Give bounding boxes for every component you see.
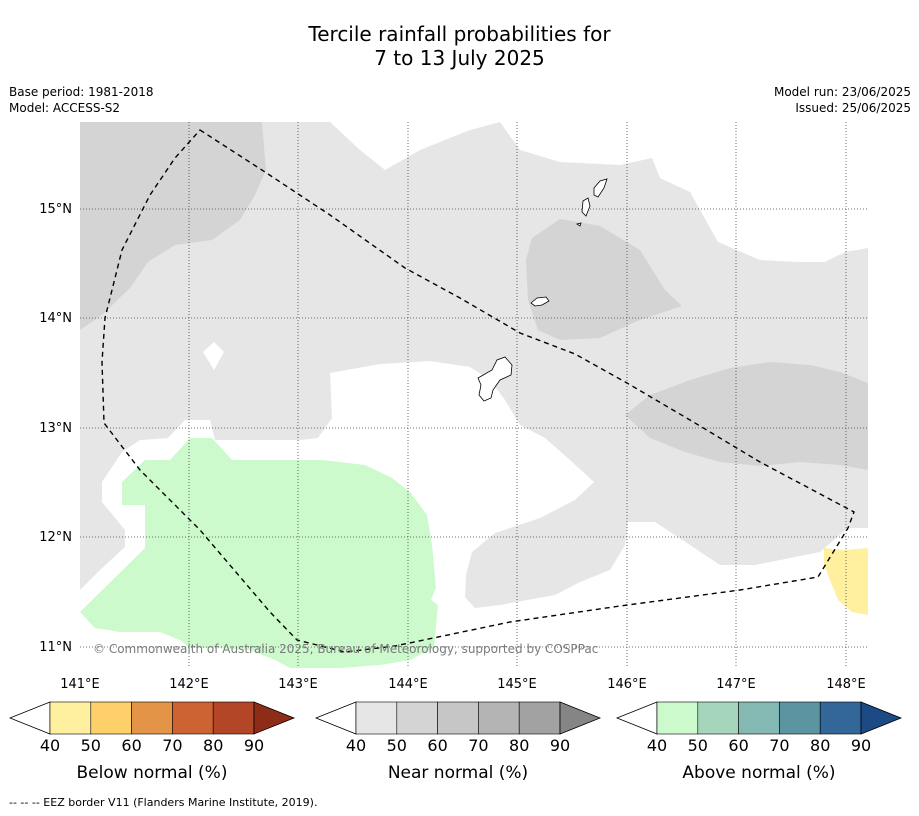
legend-color-box [819, 701, 862, 735]
legend-tick-label: 60 [728, 736, 748, 755]
legend-min-arrow [615, 701, 658, 735]
legend-color-box [90, 701, 132, 735]
legend-max-arrow [253, 701, 296, 735]
axis-labels: 141°E 142°E 143°E 144°E 145°E 146°E 147°… [39, 202, 866, 692]
legend-tick-label: 40 [346, 736, 366, 755]
legend-title: Below normal (%) [77, 763, 228, 783]
legend-color-box [396, 701, 438, 735]
saipan-island [593, 178, 608, 198]
legend-tick-label: 90 [550, 736, 570, 755]
legend-color-box [131, 701, 173, 735]
above-normal-40-region [80, 438, 438, 668]
legend-tick-label: 80 [810, 736, 830, 755]
island-outlines [477, 178, 608, 402]
legend-tick-label: 80 [203, 736, 223, 755]
legend-tick-label: 40 [647, 736, 667, 755]
lon-label: 145°E [497, 677, 537, 692]
issued-date: Issued: 25/06/2025 [795, 101, 911, 115]
legend-color-box [738, 701, 780, 735]
legend-tick-label: 80 [509, 736, 529, 755]
legend-color-box [212, 701, 255, 735]
base-period: Base period: 1981-2018 [9, 85, 154, 99]
lon-label: 148°E [826, 677, 866, 692]
legend-color-box [172, 701, 214, 735]
lat-label: 13°N [39, 421, 72, 436]
near-normal-40-region [80, 122, 868, 608]
legend-tick-label: 50 [81, 736, 101, 755]
legend-tick-label: 60 [121, 736, 141, 755]
legend-tick-label: 90 [851, 736, 871, 755]
legend-colorbar: 40 50 60 70 80 90 Below normal (%) [8, 701, 296, 783]
legend-max-arrow [559, 701, 602, 735]
meta-left: Base period: 1981-2018 Model: ACCESS-S2 [9, 84, 154, 116]
eez-border [101, 129, 855, 653]
legend-tick-label: 90 [244, 736, 264, 755]
legend-color-box [656, 701, 699, 735]
legend-tick-label: 70 [769, 736, 789, 755]
legend-min-arrow [8, 701, 51, 735]
lon-label: 144°E [388, 677, 428, 692]
legend-colorbar: 40 50 60 70 80 90 Near normal (%) [314, 701, 602, 783]
legend-title: Near normal (%) [388, 763, 528, 783]
lon-label: 146°E [607, 677, 647, 692]
legend-tick-label: 60 [427, 736, 447, 755]
legend-tick-label: 50 [688, 736, 708, 755]
legend-color-box [697, 701, 739, 735]
meta-right: Model run: 23/06/2025 Issued: 25/06/2025 [774, 84, 911, 116]
graticule [80, 122, 868, 668]
map-title: Tercile rainfall probabilities for 7 to … [0, 22, 919, 70]
lon-label: 141°E [60, 677, 100, 692]
lat-label: 11°N [39, 640, 72, 655]
legend-tick-label: 40 [40, 736, 60, 755]
legend-color-box [779, 701, 821, 735]
legend-color-box [518, 701, 561, 735]
lat-label: 14°N [39, 311, 72, 326]
legend-tick-label: 50 [387, 736, 407, 755]
title-line-2: 7 to 13 July 2025 [374, 46, 545, 70]
model-run: Model run: 23/06/2025 [773, 85, 911, 99]
tinian-island [581, 197, 591, 217]
legend-min-arrow [314, 701, 357, 735]
lon-label: 143°E [278, 677, 318, 692]
legend-colorbar: 40 50 60 70 80 90 Above normal (%) [615, 701, 903, 783]
eez-footnote: -- -- -- EEZ border V11 (Flanders Marine… [9, 796, 318, 809]
rota-island [530, 296, 550, 307]
guam-island [477, 356, 513, 402]
legend-title: Above normal (%) [682, 763, 835, 783]
near-normal-50-region-north [526, 219, 682, 340]
legends: 40 50 60 70 80 90 Below normal (%) 40 50 60 70 80 90… [8, 701, 903, 783]
near-normal-50-region-east [625, 362, 868, 470]
lon-label: 142°E [169, 677, 209, 692]
legend-color-box [478, 701, 520, 735]
legend-color-box [437, 701, 479, 735]
aguijan-island [576, 222, 582, 227]
title-line-1: Tercile rainfall probabilities for [308, 22, 611, 46]
legend-tick-label: 70 [468, 736, 488, 755]
legend-color-box [49, 701, 92, 735]
model-name: Model: ACCESS-S2 [9, 101, 121, 115]
lat-label: 15°N [39, 202, 72, 217]
copyright-text: © Commonwealth of Australia 2025, Bureau… [93, 642, 598, 656]
lat-label: 12°N [39, 530, 72, 545]
legend-tick-label: 70 [162, 736, 182, 755]
lon-label: 147°E [716, 677, 756, 692]
near-normal-50-region-west [80, 122, 266, 330]
legend-max-arrow [860, 701, 903, 735]
map-area: © Commonwealth of Australia 2025, Bureau… [80, 122, 868, 668]
legend-color-box [355, 701, 398, 735]
